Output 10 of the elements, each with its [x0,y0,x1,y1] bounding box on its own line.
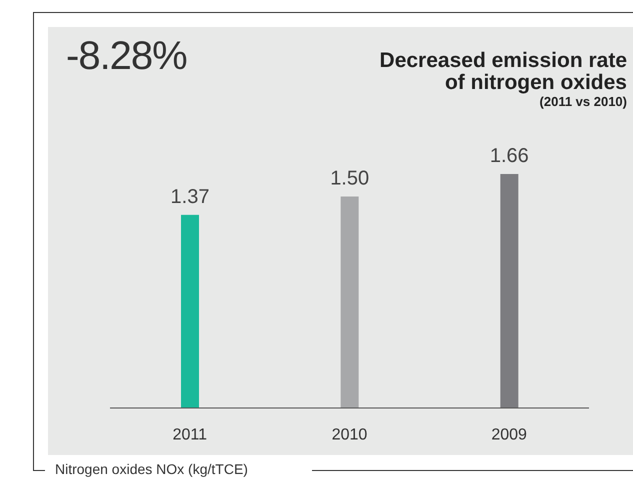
data-label: 1.37 [170,186,210,208]
x-tick-label: 2011 [172,426,208,444]
chart-title: Decreased emission rate of nitrogen oxides [378,49,627,94]
data-label: 1.66 [490,145,529,167]
x-tick-label: 2009 [491,426,528,444]
chart-subtitle: (2011 vs 2010) [538,94,627,109]
text: -8.28% [66,34,187,79]
text: Nitrogen oxides NOx (kg/tTCE) [55,461,248,477]
data-label: 1.50 [330,168,370,190]
x-tick-label: 2010 [332,426,368,444]
